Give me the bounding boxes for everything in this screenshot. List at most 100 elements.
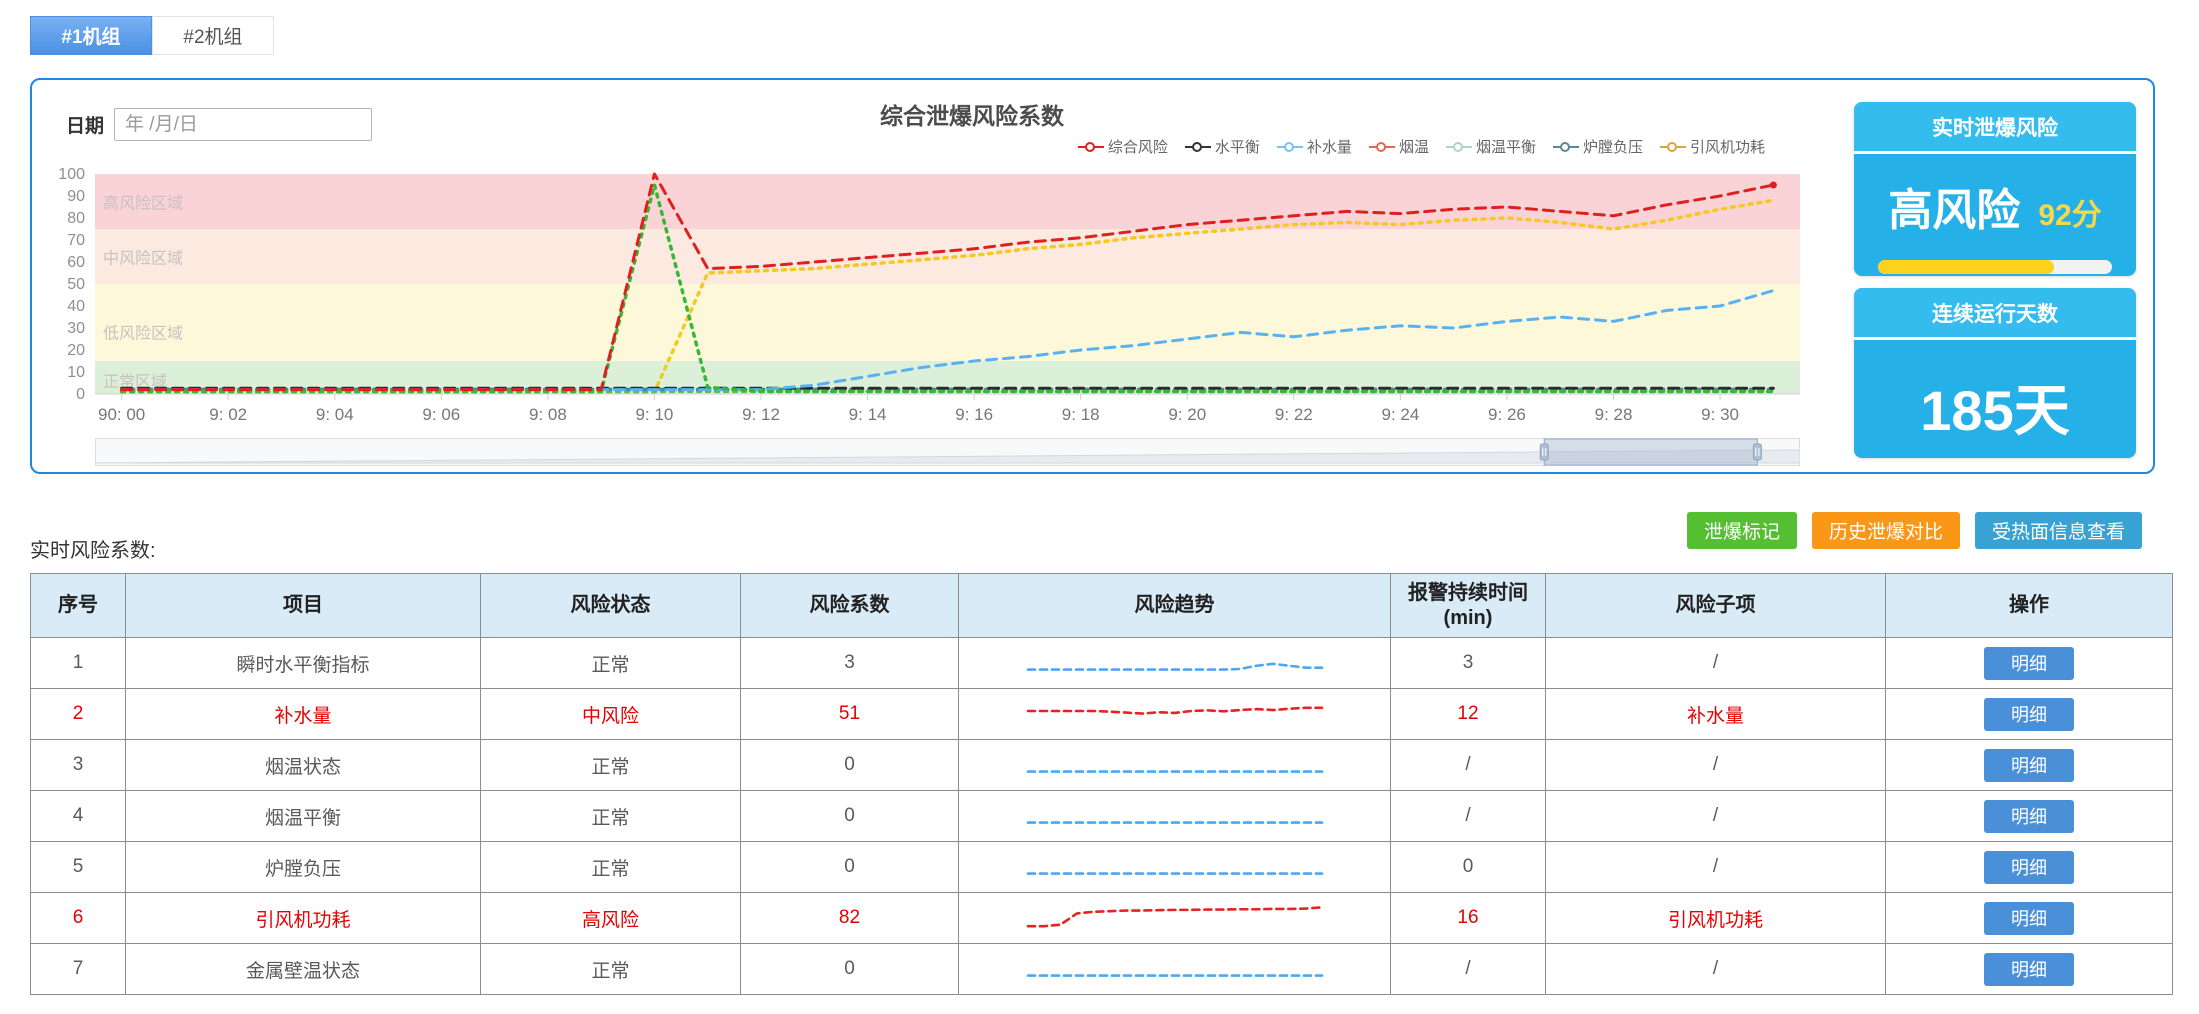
svg-text:9: 30: 9: 30 [1701,405,1739,424]
risk-trend-sparkline [958,637,1391,689]
legend-marker-icon [1552,141,1579,153]
legend-item-4[interactable]: 烟温 [1368,136,1429,157]
row-index: 7 [30,943,126,995]
legend-item-7[interactable]: 引风机功耗 [1659,136,1765,157]
detail-button[interactable]: 明细 [1984,799,2074,833]
risk-subitem: / [1545,637,1886,689]
legend-marker-icon [1077,141,1104,153]
svg-text:9: 24: 9: 24 [1381,405,1419,424]
item-name: 引风机功耗 [125,892,481,944]
alarm-duration: / [1390,739,1546,791]
operation-cell: 明细 [1885,739,2173,791]
legend-label: 烟温平衡 [1475,139,1536,156]
svg-text:50: 50 [67,276,85,293]
datazoom-slider[interactable] [95,438,1800,466]
svg-text:高风险区域: 高风险区域 [103,195,183,213]
table-row: 7 金属壁温状态 正常 0 // 明细 [30,943,2173,995]
svg-text:100: 100 [58,166,85,183]
svg-text:9: 06: 9: 06 [422,405,460,424]
svg-text:9: 18: 9: 18 [1062,405,1100,424]
svg-text:中风险区域: 中风险区域 [103,250,183,268]
tab-unit-1[interactable]: #1机组 [30,16,152,55]
risk-coefficient: 0 [740,739,959,791]
legend-label: 引风机功耗 [1689,139,1765,156]
col-header-3: 风险状态 [480,573,741,638]
detail-button[interactable]: 明细 [1984,748,2074,782]
col-header-4: 风险系数 [740,573,959,638]
alarm-duration: 12 [1390,688,1546,740]
history-compare-button[interactable]: 历史泄爆对比 [1811,512,1960,549]
table-row: 5 炉膛负压 正常 0 0/明细 [30,841,2173,893]
svg-text:0: 0 [76,386,85,403]
alarm-duration: 3 [1390,637,1546,689]
item-name: 补水量 [125,688,481,740]
risk-trend-sparkline [958,892,1391,944]
svg-text:40: 40 [67,298,85,315]
item-name: 炉膛负压 [125,841,481,893]
date-input[interactable] [114,108,373,141]
date-label: 日期 [66,116,105,137]
svg-text:低风险区域: 低风险区域 [103,324,183,342]
col-header-7: 风险子项 [1545,573,1886,638]
risk-status: 正常 [480,637,741,689]
col-header-1: 序号 [30,573,126,638]
svg-text:9: 16: 9: 16 [955,405,993,424]
risk-subitem: 引风机功耗 [1545,892,1886,944]
tab-unit-2[interactable]: #2机组 [152,16,274,55]
operation-cell: 明细 [1885,637,2173,689]
svg-text:9: 08: 9: 08 [529,405,567,424]
detail-button[interactable]: 明细 [1984,697,2074,731]
svg-text:9: 02: 9: 02 [209,405,247,424]
legend-label: 综合风险 [1107,139,1168,156]
svg-text:正常区域: 正常区域 [103,373,167,391]
legend-marker-icon [1368,141,1395,153]
legend-item-2[interactable]: 水平衡 [1184,136,1260,157]
operation-cell: 明细 [1885,688,2173,740]
mark-explosion-button[interactable]: 泄爆标记 [1686,512,1797,549]
alarm-duration: / [1390,943,1546,995]
legend-item-5[interactable]: 烟温平衡 [1445,136,1536,157]
col-header-6: 报警持续时间 (min) [1390,573,1546,638]
running-days-card-title: 连续运行天数 [1854,288,2136,340]
risk-score-value: 92分 [2038,199,2102,232]
table-row: 6 引风机功耗 高风险 82 16 引风机功耗 明细 [30,892,2173,944]
detail-button[interactable]: 明细 [1984,901,2074,935]
risk-coefficient: 82 [740,892,959,944]
item-name: 烟温状态 [125,739,481,791]
table-header-row: 序号 项目 风险状态 风险系数 风险趋势 报警持续时间 (min) 风险子项 操作 [30,573,2173,638]
risk-status: 正常 [480,790,741,842]
row-index: 5 [30,841,126,893]
detail-button[interactable]: 明细 [1984,646,2074,680]
realtime-risk-card-title: 实时泄爆风险 [1854,102,2136,154]
risk-subitem: / [1545,943,1886,995]
legend-label: 补水量 [1306,139,1352,156]
legend-item-1[interactable]: 综合风险 [1077,136,1168,157]
operation-cell: 明细 [1885,943,2173,995]
risk-status: 中风险 [480,688,741,740]
svg-text:9: 10: 9: 10 [636,405,674,424]
col-header-2: 项目 [125,573,481,638]
risk-level-value: 高风险 [1888,186,2021,235]
svg-text:9: 26: 9: 26 [1488,405,1526,424]
alarm-duration: 16 [1390,892,1546,944]
legend-item-3[interactable]: 补水量 [1276,136,1352,157]
svg-text:90: 00: 90: 00 [98,405,145,424]
legend-marker-icon [1445,141,1472,153]
detail-button[interactable]: 明细 [1984,952,2074,986]
heating-surface-info-button[interactable]: 受热面信息查看 [1974,512,2142,549]
action-buttons: 泄爆标记 历史泄爆对比 受热面信息查看 [1686,512,2142,549]
risk-status: 正常 [480,739,741,791]
running-days-value: 185天 [1920,379,2070,442]
risk-subitem: / [1545,790,1886,842]
legend-marker-icon [1276,141,1303,153]
svg-text:80: 80 [67,210,85,227]
risk-trend-sparkline [958,688,1391,740]
unit-tabs: #1机组 #2机组 [30,16,274,55]
risk-trend-sparkline [958,841,1391,893]
row-index: 4 [30,790,126,842]
risk-coefficient: 51 [740,688,959,740]
detail-button[interactable]: 明细 [1984,850,2074,884]
legend-item-6[interactable]: 炉膛负压 [1552,136,1643,157]
col-header-5: 风险趋势 [958,573,1391,638]
